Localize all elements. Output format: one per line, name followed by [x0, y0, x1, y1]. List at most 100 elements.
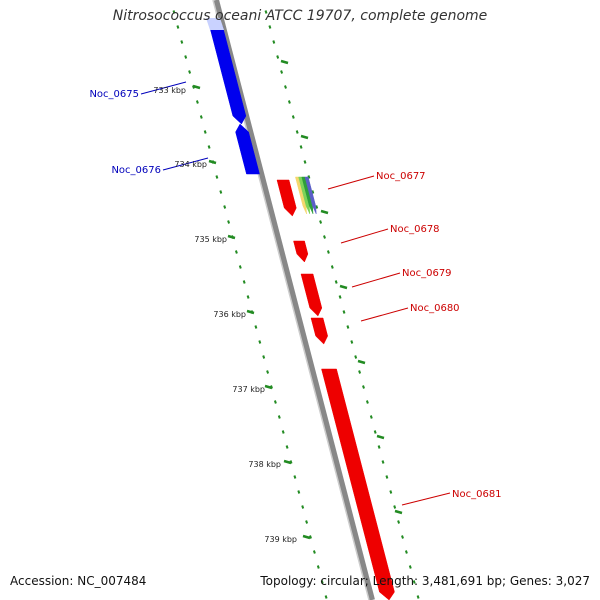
leader-noc-0675: [140, 81, 187, 95]
tick-right-track: [307, 175, 311, 179]
tick-left-track: [176, 25, 180, 29]
tick-left-track: [184, 55, 188, 59]
tick-left-track: [273, 400, 277, 404]
ruler-major-tick: [280, 59, 289, 65]
ruler-major-tick: [208, 159, 217, 165]
gene-noc-0677-part: [276, 179, 297, 217]
tick-left-track: [266, 370, 270, 374]
ruler-major-tick: [300, 134, 309, 140]
leader-noc-0676: [162, 157, 209, 171]
leader-noc-0677: [327, 175, 375, 190]
ruler-label: 734 kbp: [174, 160, 207, 169]
tick-right-track: [401, 535, 404, 539]
tick-right-track: [408, 565, 412, 569]
tick-right-track: [311, 190, 315, 194]
tick-left-track: [188, 70, 192, 74]
tick-right-track: [334, 280, 338, 284]
tick-right-track: [291, 115, 295, 119]
tick-right-track: [412, 580, 416, 584]
tick-right-track: [365, 400, 369, 404]
tick-left-track: [199, 115, 203, 119]
gene-label-noc-0677[interactable]: Noc_0677: [376, 171, 426, 182]
tick-left-track: [312, 550, 316, 554]
tick-right-track: [404, 550, 408, 554]
tick-right-track: [323, 235, 326, 239]
tick-right-track: [299, 145, 303, 149]
tick-left-track: [262, 355, 266, 359]
gene-label-noc-0676[interactable]: Noc_0676: [111, 165, 161, 176]
tick-right-track: [330, 265, 334, 269]
gene-faded-top: [206, 18, 224, 30]
tick-right-track: [416, 595, 420, 599]
tick-right-track: [354, 355, 358, 359]
gene-label-noc-0679[interactable]: Noc_0679: [402, 268, 452, 279]
ruler-label: 739 kbp: [264, 535, 297, 544]
leader-noc-0681: [401, 492, 451, 506]
tick-right-track: [350, 340, 354, 344]
gene-label-noc-0680[interactable]: Noc_0680: [410, 303, 460, 314]
leader-noc-0680: [360, 307, 409, 322]
tick-right-track: [377, 445, 381, 449]
tick-right-track: [268, 25, 272, 29]
tick-left-track: [215, 175, 219, 179]
map-title: Nitrosococcus oceani ATCC 19707, complet…: [112, 8, 488, 24]
ruler-major-tick: [376, 434, 385, 440]
gene-noc-0677-segment: [301, 176, 314, 215]
tick-right-track: [303, 160, 307, 164]
tick-right-track: [319, 220, 323, 224]
label-leaders: [140, 81, 451, 506]
ruler-major-tick: [394, 509, 403, 515]
tick-left-track: [297, 490, 301, 494]
ruler-major-tick: [357, 359, 366, 365]
ruler-label: 736 kbp: [213, 310, 246, 319]
tick-left-track: [309, 535, 312, 539]
ruler-label: 737 kbp: [232, 385, 265, 394]
gene-noc-0681: [321, 368, 395, 600]
tick-right-track: [362, 385, 365, 389]
gene-label-noc-0678[interactable]: Noc_0678: [390, 224, 440, 235]
gene-features: [206, 18, 395, 600]
tick-left-track: [219, 190, 223, 194]
accession-text: Accession: NC_007484: [10, 574, 147, 588]
tick-left-track: [195, 100, 199, 104]
tick-left-track: [172, 10, 176, 14]
ruler-major-ticks: [192, 59, 403, 540]
tick-left-track: [281, 430, 285, 434]
tick-left-track: [258, 340, 262, 344]
ruler-label: 738 kbp: [248, 460, 281, 469]
ruler-major-tick: [339, 284, 348, 290]
gene-noc-0677-segment: [295, 176, 307, 215]
gene-labels: Noc_0675 Noc_0676 Noc_0677 Noc_0678 Noc_…: [89, 89, 501, 500]
tick-right-track: [284, 85, 287, 89]
gene-noc-0678: [293, 240, 309, 263]
ruler-major-tick: [246, 309, 255, 315]
tick-right-track: [346, 325, 350, 329]
gene-noc-0677-segment: [298, 176, 311, 215]
gene-noc-0677-segment: [304, 176, 317, 215]
tick-right-track: [393, 505, 397, 509]
gene-noc-0679: [300, 273, 323, 317]
leader-noc-0679: [351, 272, 401, 288]
tick-left-track: [207, 145, 211, 149]
tick-right-track: [385, 475, 389, 479]
tick-left-track: [301, 505, 305, 509]
ruler-major-tick: [320, 209, 329, 215]
tick-left-track: [223, 205, 227, 209]
tick-left-track: [305, 520, 309, 524]
tick-right-track: [264, 10, 268, 14]
gene-label-noc-0681[interactable]: Noc_0681: [452, 489, 502, 500]
tick-left-track: [234, 250, 238, 254]
gene-label-noc-0675[interactable]: Noc_0675: [89, 89, 139, 100]
ruler-label: 735 kbp: [194, 235, 227, 244]
tick-left-track: [238, 265, 242, 269]
gene-noc-0676: [235, 123, 260, 175]
ruler-major-tick: [227, 234, 236, 240]
tick-left-track: [203, 130, 207, 134]
tick-left-track: [324, 595, 328, 599]
leader-noc-0678: [340, 228, 389, 244]
tick-right-track: [272, 40, 276, 44]
tick-left-track: [277, 415, 281, 419]
tick-right-track: [315, 205, 319, 209]
tick-right-track: [276, 55, 280, 59]
tick-left-track: [316, 565, 320, 569]
